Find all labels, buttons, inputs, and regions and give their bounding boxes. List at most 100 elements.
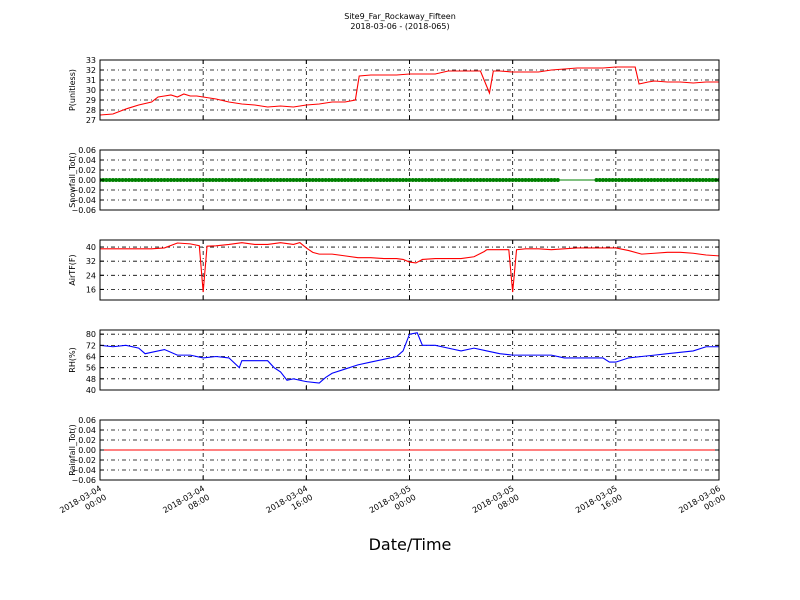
y-tick-label: 16 <box>86 285 96 294</box>
data-marker <box>649 178 654 182</box>
data-marker <box>446 178 451 182</box>
data-marker <box>381 178 386 182</box>
data-marker <box>610 178 615 182</box>
y-tick-label: 0.06 <box>78 146 96 155</box>
data-marker <box>478 178 483 182</box>
chart-title: Site9_Far_Rockaway_Fifteen <box>344 12 456 21</box>
data-marker <box>452 178 457 182</box>
y-tick-label: 80 <box>86 330 96 339</box>
data-marker <box>530 178 535 182</box>
data-marker <box>417 178 422 182</box>
y-tick-label: 28 <box>86 106 96 115</box>
y-axis-label: RH(%) <box>68 347 77 372</box>
data-marker <box>633 178 638 182</box>
panel-2: −0.06−0.04−0.020.000.020.040.06Snowfall_… <box>68 146 720 215</box>
data-marker <box>613 178 618 182</box>
data-marker <box>475 178 480 182</box>
data-marker <box>326 178 331 182</box>
data-marker <box>410 178 415 182</box>
data-marker <box>555 178 560 182</box>
y-axis-label: P(unitless) <box>68 69 77 111</box>
data-marker <box>197 178 202 182</box>
panel-5: −0.06−0.04−0.020.000.020.040.06Rainfall_… <box>68 416 720 485</box>
data-marker <box>323 178 328 182</box>
data-marker <box>294 178 299 182</box>
data-marker <box>272 178 277 182</box>
data-marker <box>430 178 435 182</box>
series-line <box>100 66 719 116</box>
data-marker <box>687 178 692 182</box>
x-tick-label: 2018-03-0508:00 <box>471 484 521 524</box>
y-tick-label: 0.02 <box>78 436 96 445</box>
data-marker <box>230 178 235 182</box>
data-marker <box>214 178 219 182</box>
data-marker <box>594 178 599 182</box>
data-marker <box>426 178 431 182</box>
data-marker <box>471 178 476 182</box>
y-axis-label: Rainfall_Tot() <box>68 424 77 476</box>
y-tick-label: 48 <box>86 375 96 384</box>
data-marker <box>217 178 222 182</box>
data-marker <box>462 178 467 182</box>
data-marker <box>407 178 412 182</box>
data-marker <box>523 178 528 182</box>
y-tick-label: −0.02 <box>71 456 96 465</box>
data-marker <box>333 178 338 182</box>
data-marker <box>497 178 502 182</box>
data-marker <box>707 178 712 182</box>
data-marker <box>352 178 357 182</box>
y-tick-label: 0.02 <box>78 166 96 175</box>
data-marker <box>146 178 151 182</box>
data-marker <box>513 178 518 182</box>
data-marker <box>123 178 128 182</box>
data-marker <box>500 178 505 182</box>
data-marker <box>314 178 319 182</box>
data-marker <box>639 178 644 182</box>
data-marker <box>239 178 244 182</box>
data-marker <box>433 178 438 182</box>
data-marker <box>510 178 515 182</box>
data-marker <box>201 178 206 182</box>
data-marker <box>149 178 154 182</box>
data-marker <box>597 178 602 182</box>
data-marker <box>297 178 302 182</box>
data-marker <box>143 178 148 182</box>
data-marker <box>114 178 119 182</box>
data-marker <box>549 178 554 182</box>
y-tick-label: −0.02 <box>71 186 96 195</box>
data-marker <box>681 178 686 182</box>
data-marker <box>481 178 486 182</box>
data-marker <box>226 178 231 182</box>
data-marker <box>420 178 425 182</box>
data-marker <box>284 178 289 182</box>
data-marker <box>259 178 264 182</box>
data-marker <box>346 178 351 182</box>
data-marker <box>185 178 190 182</box>
data-marker <box>423 178 428 182</box>
data-marker <box>233 178 238 182</box>
data-marker <box>691 178 696 182</box>
data-marker <box>507 178 512 182</box>
data-marker <box>268 178 273 182</box>
data-marker <box>252 178 257 182</box>
y-tick-label: 32 <box>86 257 96 266</box>
data-marker <box>262 178 267 182</box>
data-marker <box>339 178 344 182</box>
data-marker <box>607 178 612 182</box>
data-marker <box>107 178 112 182</box>
y-tick-label: 0.04 <box>78 426 96 435</box>
y-tick-label: 0.04 <box>78 156 96 165</box>
data-marker <box>136 178 141 182</box>
data-marker <box>317 178 322 182</box>
y-axis-label: AirTF(F) <box>68 254 77 285</box>
data-marker <box>542 178 547 182</box>
data-marker <box>130 178 135 182</box>
data-marker <box>442 178 447 182</box>
data-marker <box>175 178 180 182</box>
data-marker <box>355 178 360 182</box>
data-marker <box>304 178 309 182</box>
x-tick-label: 2018-03-0416:00 <box>265 484 315 524</box>
data-marker <box>694 178 699 182</box>
